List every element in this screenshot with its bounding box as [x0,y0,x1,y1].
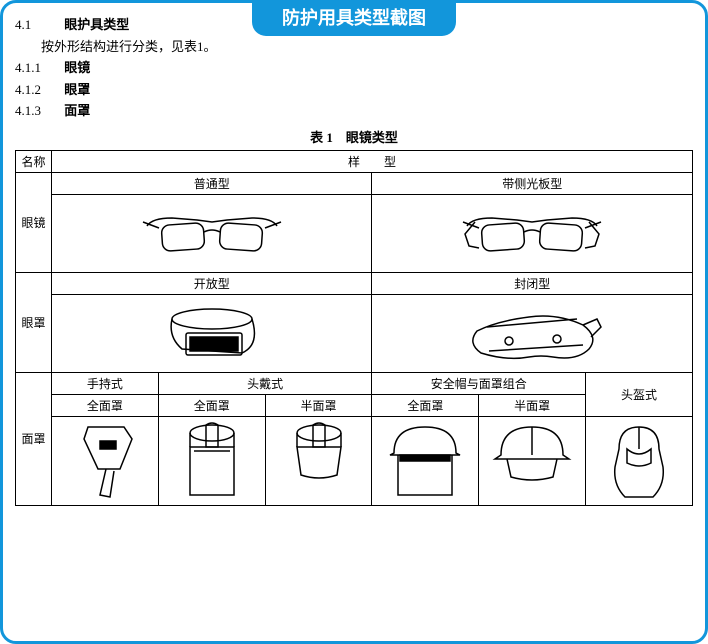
helmet-half-icon [487,419,577,503]
goggles-closed-drawing [372,294,693,372]
section-4-1-2: 4.1.2 眼罩 [15,80,693,100]
section-title: 眼镜 [64,60,90,75]
headworn-full-icon [172,419,252,503]
fs-hood-drawing [586,416,693,505]
goggles-closed-icon [457,297,607,369]
fs-handheld-drawing [52,416,159,505]
section-number: 4.1.2 [15,80,61,100]
section-title: 眼护具类型 [64,17,129,32]
table-row: 眼罩 开放型 封闭型 [16,272,693,294]
goggles-open-drawing [52,294,372,372]
section-4-1-1: 4.1.1 眼镜 [15,58,693,78]
fs-sub-half2: 半面罩 [479,394,586,416]
section-title: 面罩 [64,103,90,118]
fs-helmet-full-drawing [372,416,479,505]
section-4-1-note: 按外形结构进行分类，见表1。 [41,37,693,57]
table-row: 眼镜 普通型 带侧光板型 [16,172,693,194]
table-row: 名称 样 型 [16,150,693,172]
fs-sub-half1: 半面罩 [265,394,372,416]
header-style: 样 型 [52,150,693,172]
page-frame: 防护用具类型截图 4.1 眼护具类型 按外形结构进行分类，见表1。 4.1.1 … [0,0,708,644]
header-name: 名称 [16,150,52,172]
banner-title: 防护用具类型截图 [252,0,456,36]
helmet-full-icon [380,419,470,503]
fs-headworn-half-drawing [265,416,372,505]
headworn-half-icon [279,419,359,503]
glasses-sideshield-drawing [372,194,693,272]
fs-headworn-label: 头戴式 [158,372,372,394]
glasses-normal-drawing [52,194,372,272]
section-number: 4.1.3 [15,101,61,121]
section-4-1-3: 4.1.3 面罩 [15,101,693,121]
fs-sub-full2: 全面罩 [158,394,265,416]
glasses-sideshield-icon [457,198,607,268]
goggles-open-icon [142,297,282,369]
glasses-normal-label: 普通型 [52,172,372,194]
document-body: 4.1 眼护具类型 按外形结构进行分类，见表1。 4.1.1 眼镜 4.1.2 … [3,3,705,514]
section-title: 眼罩 [64,82,90,97]
fs-handheld-label: 手持式 [52,372,159,394]
fs-helmet-half-drawing [479,416,586,505]
goggles-open-label: 开放型 [52,272,372,294]
glasses-sideshield-label: 带侧光板型 [372,172,693,194]
fs-sub-full3: 全面罩 [372,394,479,416]
section-number: 4.1 [15,15,61,35]
spec-table: 名称 样 型 眼镜 普通型 带侧光板型 [15,150,693,506]
goggles-closed-label: 封闭型 [372,272,693,294]
handheld-shield-icon [70,419,140,503]
fs-sub-full1: 全面罩 [52,394,159,416]
section-number: 4.1.1 [15,58,61,78]
table-caption: 表 1 眼镜类型 [15,127,693,146]
table-row [16,194,693,272]
row-name-goggles: 眼罩 [16,272,52,372]
row-name-glasses: 眼镜 [16,172,52,272]
table-row [16,294,693,372]
row-name-faceshield: 面罩 [16,372,52,505]
table-row [16,416,693,505]
fs-headworn-full-drawing [158,416,265,505]
fs-helmet-combo-label: 安全帽与面罩组合 [372,372,586,394]
glasses-icon [137,198,287,268]
hood-icon [599,419,679,503]
fs-hood-label: 头盔式 [586,372,693,416]
table-row: 面罩 手持式 头戴式 安全帽与面罩组合 头盔式 [16,372,693,394]
